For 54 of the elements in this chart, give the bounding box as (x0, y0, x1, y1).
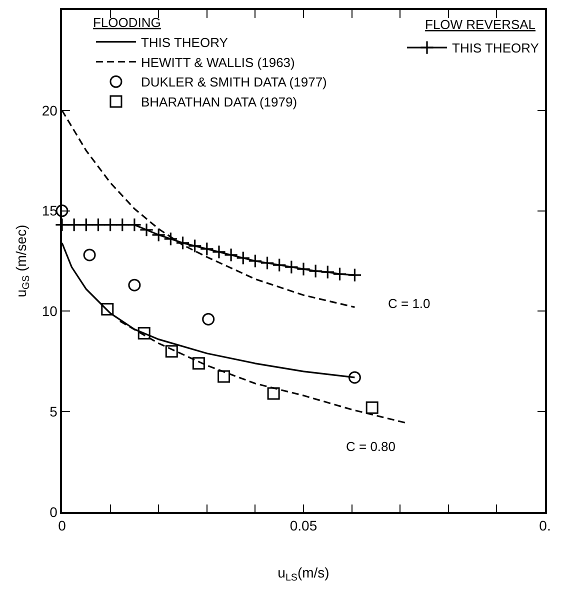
point (272, 258, 286, 272)
point (267, 387, 280, 400)
legend-label: THIS THEORY (452, 40, 540, 56)
legend-title: FLOODING (92, 14, 161, 30)
legend-label: BHARATHAN DATA (1979) (140, 94, 298, 110)
point (308, 264, 323, 278)
point (79, 218, 94, 232)
y-tick-label: 20 (42, 102, 58, 118)
point (284, 260, 299, 274)
point (348, 268, 362, 282)
annotation: FLOW REVERSAL (425, 17, 536, 32)
legend-label: THIS THEORY (140, 34, 228, 50)
point (224, 248, 238, 262)
point (164, 232, 178, 246)
point (200, 242, 214, 256)
legend-label: HEWITT & WALLIS (1963) (140, 54, 295, 70)
point (66, 218, 82, 232)
point (248, 254, 262, 268)
point (176, 236, 190, 250)
point (202, 312, 215, 326)
point (260, 256, 274, 270)
point (152, 228, 166, 242)
y-tick-label: 5 (50, 404, 58, 420)
x-tick-label: 0.05 (290, 518, 318, 534)
point (165, 345, 178, 358)
point (332, 266, 347, 282)
point (236, 250, 250, 266)
y-tick-label: 15 (42, 202, 58, 219)
point (127, 218, 142, 232)
point (91, 218, 106, 232)
legend-label: DUKLER & SMITH DATA (1977) (140, 74, 327, 90)
point (83, 248, 96, 262)
y-tick-label: 0 (50, 504, 58, 520)
point (218, 370, 230, 383)
point (139, 222, 154, 237)
point (138, 327, 150, 340)
x-axis-title: u$_{LS}$(m/s) (278, 564, 330, 584)
annotation: C = 1.0 (388, 296, 430, 311)
point (212, 244, 226, 260)
point (188, 238, 202, 254)
y-tick-label: 10 (42, 303, 58, 320)
x-tick-label: 0. (539, 518, 551, 534)
point (101, 302, 114, 316)
point (192, 357, 205, 370)
point (128, 278, 141, 292)
point (56, 204, 68, 218)
point (115, 218, 130, 232)
point (54, 218, 70, 232)
point (320, 264, 335, 280)
annotation: C = 0.80 (346, 439, 396, 454)
point (366, 401, 378, 414)
point (348, 371, 361, 384)
point (103, 218, 118, 232)
point (296, 262, 311, 276)
